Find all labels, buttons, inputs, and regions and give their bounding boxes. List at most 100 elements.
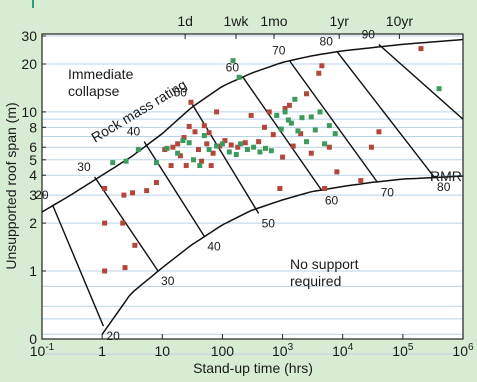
data-point (326, 144, 332, 150)
data-point (319, 63, 325, 69)
data-point (290, 143, 296, 149)
data-point (436, 86, 442, 92)
data-point (130, 190, 136, 196)
data-point (186, 140, 192, 146)
data-point (214, 143, 220, 149)
plot-background (42, 34, 463, 339)
data-point (262, 145, 268, 151)
gridlines (42, 35, 463, 355)
time-mark-label: 1yr (330, 13, 350, 29)
time-mark-label: 1d (177, 13, 193, 29)
rmr-line (190, 101, 260, 214)
data-point (376, 129, 382, 135)
y-tick-label: 10 (21, 104, 37, 120)
y-tick-label: 1 (29, 263, 37, 279)
rmr-line (288, 60, 379, 183)
y-tick-label: 4 (29, 167, 37, 183)
data-point (180, 138, 186, 144)
data-point (201, 123, 207, 129)
data-point (217, 143, 223, 149)
rmr-top-label: 70 (272, 44, 286, 58)
rmr-top-label: 60 (226, 60, 240, 74)
data-point (197, 163, 203, 169)
y-tick-label: 8 (29, 119, 37, 135)
y-tick-label: 6 (29, 139, 37, 155)
data-point (199, 158, 205, 164)
rmr-line (336, 50, 435, 178)
no-support-label-line2: required (290, 273, 341, 289)
data-point (308, 150, 314, 156)
data-point (175, 141, 181, 147)
rmr-line (242, 76, 323, 192)
lower-boundary-curve (101, 175, 463, 335)
data-point (288, 120, 294, 126)
data-point (226, 149, 232, 155)
data-point (248, 112, 254, 118)
rmr-bottom-label: 60 (325, 194, 339, 208)
y-tick-label: 0 (29, 331, 37, 347)
y-tick-label: 3 (29, 187, 37, 203)
rmr-top-label: 30 (77, 160, 91, 174)
data-point (206, 147, 212, 153)
x-tick-label: 10 (154, 343, 170, 359)
data-point (195, 147, 201, 153)
data-point (210, 150, 216, 156)
data-point (181, 135, 187, 141)
data-point (110, 160, 116, 166)
rmr-bottom-label: 20 (106, 329, 120, 343)
lower-boundary-label: RMR (430, 168, 462, 184)
data-point (177, 153, 183, 159)
time-mark-label: 1wk (224, 13, 250, 29)
x-tick-label: 100 (211, 343, 235, 359)
immediate-collapse-label-line2: collapse (68, 83, 120, 99)
data-point (144, 188, 150, 194)
rmr-top-label: 50 (174, 85, 188, 99)
data-point (368, 144, 374, 150)
data-point (274, 112, 280, 118)
data-point (266, 109, 272, 115)
data-point (295, 128, 301, 134)
y-tick-label: 20 (21, 56, 37, 72)
x-tick-label: 106 (452, 342, 474, 359)
y-axis-title: Unsupported roof span (m) (3, 102, 19, 269)
data-point (222, 138, 228, 144)
data-point (183, 163, 189, 169)
data-point (299, 115, 305, 121)
y-tick-label: 30 (21, 28, 37, 44)
x-tick-label: 105 (392, 342, 414, 359)
rmr-top-label: 80 (320, 34, 334, 48)
data-point (190, 157, 196, 163)
data-point (120, 220, 126, 226)
y-tick-label: 5 (29, 152, 37, 168)
rmr-line (51, 204, 105, 327)
data-point (102, 268, 108, 274)
data-point (286, 102, 292, 108)
data-point (153, 160, 159, 166)
data-point (322, 186, 328, 192)
time-mark-label: 1mo (260, 13, 287, 29)
immediate-collapse-label: Immediate (68, 66, 134, 82)
data-point (298, 131, 304, 137)
data-point (206, 130, 212, 136)
data-point (236, 74, 242, 80)
upper-boundary-curve (42, 38, 463, 213)
data-point (170, 144, 176, 150)
data-point (251, 144, 257, 150)
x-axis-title: Stand-up time (hrs) (193, 360, 313, 376)
data-point (188, 99, 194, 105)
data-point (121, 192, 127, 198)
data-point (278, 126, 284, 132)
data-point (257, 149, 263, 155)
rmr-line (94, 176, 159, 272)
x-tick-label: 1 (98, 343, 106, 359)
rmr-bottom-label: 30 (161, 274, 175, 288)
data-point (201, 133, 207, 139)
rmr-bottom-label: 50 (262, 216, 276, 230)
data-point (204, 141, 210, 147)
data-point (317, 109, 323, 115)
data-point (175, 150, 181, 156)
boundary-curves (42, 38, 463, 335)
data-point (358, 178, 364, 184)
